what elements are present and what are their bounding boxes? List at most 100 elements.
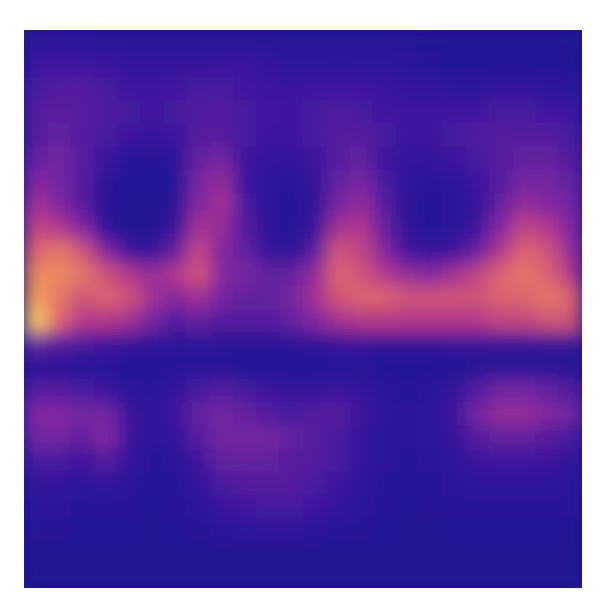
cell — [280, 542, 304, 566]
cell — [140, 263, 164, 287]
cell — [350, 356, 374, 380]
cell — [24, 379, 48, 403]
cell — [512, 356, 536, 380]
cell — [94, 286, 118, 310]
cell — [536, 53, 560, 77]
cell — [419, 379, 443, 403]
cell — [350, 239, 374, 263]
cell — [117, 100, 141, 124]
cell — [233, 402, 257, 426]
cell — [94, 379, 118, 403]
cell — [257, 146, 281, 170]
cell — [187, 53, 211, 77]
cell — [164, 263, 188, 287]
cell — [512, 30, 536, 54]
cell — [47, 379, 71, 403]
cell — [210, 263, 234, 287]
cell — [280, 146, 304, 170]
cell — [326, 53, 350, 77]
cell — [140, 100, 164, 124]
cell — [396, 170, 420, 194]
cell — [94, 356, 118, 380]
cell — [257, 263, 281, 287]
cell — [187, 170, 211, 194]
cell — [466, 379, 490, 403]
cell — [94, 216, 118, 240]
cell — [94, 30, 118, 54]
cell — [303, 495, 327, 519]
cell — [164, 309, 188, 333]
cell — [24, 286, 48, 310]
cell — [373, 565, 397, 588]
cell — [350, 263, 374, 287]
cell — [326, 239, 350, 263]
cell — [373, 518, 397, 542]
cell — [187, 472, 211, 496]
cell — [187, 77, 211, 101]
cell — [536, 123, 560, 147]
cell — [373, 379, 397, 403]
cell — [24, 449, 48, 473]
cell — [47, 170, 71, 194]
cell — [280, 472, 304, 496]
cell — [419, 100, 443, 124]
cell — [24, 193, 48, 217]
cell — [47, 309, 71, 333]
cell — [257, 239, 281, 263]
cell — [94, 402, 118, 426]
cell — [187, 565, 211, 588]
cell — [47, 472, 71, 496]
cell — [443, 239, 467, 263]
cell — [443, 263, 467, 287]
cell — [489, 77, 513, 101]
cell — [373, 425, 397, 449]
cell — [24, 170, 48, 194]
cell — [559, 356, 582, 380]
cell — [94, 77, 118, 101]
cell — [443, 425, 467, 449]
cell — [257, 542, 281, 566]
cell — [233, 123, 257, 147]
cell — [559, 309, 582, 333]
cell — [536, 216, 560, 240]
cell — [443, 565, 467, 588]
cell — [47, 100, 71, 124]
cell — [489, 565, 513, 588]
cell — [210, 356, 234, 380]
cell — [419, 77, 443, 101]
cell — [373, 542, 397, 566]
cell — [210, 425, 234, 449]
cell — [280, 332, 304, 356]
cell — [303, 518, 327, 542]
cell — [140, 146, 164, 170]
cell — [559, 146, 582, 170]
cell — [326, 449, 350, 473]
cell — [233, 263, 257, 287]
cell — [396, 239, 420, 263]
cell — [396, 77, 420, 101]
cell — [536, 239, 560, 263]
cell — [303, 100, 327, 124]
cell — [396, 193, 420, 217]
cell — [257, 77, 281, 101]
cell — [210, 123, 234, 147]
cell — [164, 53, 188, 77]
cell — [559, 193, 582, 217]
cell — [350, 309, 374, 333]
cell — [512, 77, 536, 101]
cell — [536, 146, 560, 170]
cell — [280, 77, 304, 101]
cell — [233, 193, 257, 217]
cell — [24, 30, 48, 54]
cell — [419, 286, 443, 310]
cell — [512, 193, 536, 217]
cell — [210, 53, 234, 77]
cell — [24, 332, 48, 356]
cell — [512, 216, 536, 240]
cell — [117, 216, 141, 240]
cell — [71, 565, 95, 588]
cell — [350, 193, 374, 217]
cell — [117, 449, 141, 473]
cell — [24, 402, 48, 426]
cell — [536, 425, 560, 449]
